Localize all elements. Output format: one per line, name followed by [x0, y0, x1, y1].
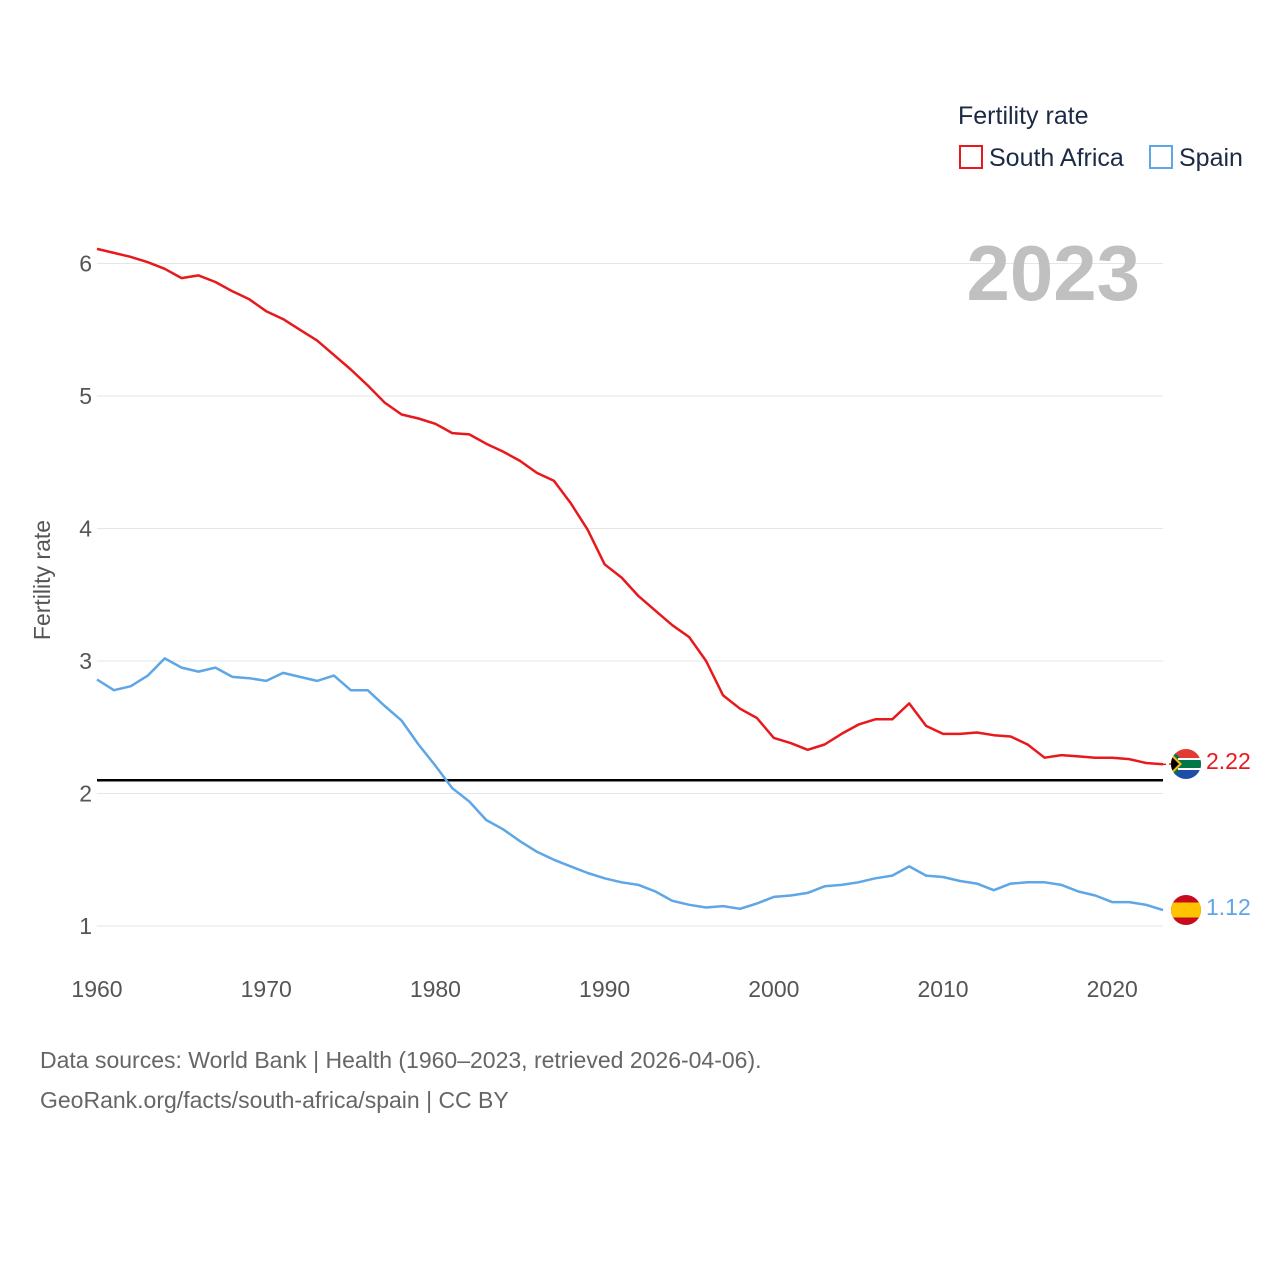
source-note: Data sources: World Bank | Health (1960–…: [40, 1047, 762, 1073]
y-axis-label: Fertility rate: [29, 520, 55, 640]
x-tick-label: 2000: [748, 976, 799, 1002]
x-tick-label: 2010: [917, 976, 968, 1002]
y-tick-label: 6: [79, 251, 92, 277]
x-tick-label: 1990: [579, 976, 630, 1002]
south-africa-flag-icon: [1171, 749, 1201, 779]
x-tick-label: 1970: [241, 976, 292, 1002]
legend-label-south-africa[interactable]: South Africa: [989, 144, 1124, 172]
y-tick-label: 1: [79, 913, 92, 939]
x-tick-label: 1980: [410, 976, 461, 1002]
series-line-south-africa[interactable]: [96, 247, 1164, 766]
legend-swatch-spain[interactable]: [1149, 145, 1173, 169]
end-value-spain: 1.12: [1206, 894, 1251, 920]
gridlines: [97, 263, 1163, 927]
x-tick-label: 1960: [71, 976, 122, 1002]
year-watermark: 2023: [966, 229, 1140, 317]
spain-flag-icon: [1171, 895, 1201, 925]
legend-title: Fertility rate: [958, 102, 1089, 130]
x-axis-ticks: 1960 1970 1980 1990 2000 2010 2020: [71, 976, 1137, 1002]
x-tick-label: 2020: [1087, 976, 1138, 1002]
end-value-south-africa: 2.22: [1206, 748, 1251, 774]
legend-label-spain[interactable]: Spain: [1179, 144, 1243, 172]
y-axis-ticks: 1 2 3 4 5 6: [79, 251, 92, 940]
y-tick-label: 4: [79, 516, 92, 542]
legend: Fertility rate South Africa Spain: [958, 102, 1243, 172]
legend-swatch-south-africa[interactable]: [959, 145, 983, 169]
series-line-spain[interactable]: [96, 657, 1164, 912]
y-tick-label: 2: [79, 781, 92, 807]
y-tick-label: 3: [79, 648, 92, 674]
source-url[interactable]: GeoRank.org/facts/south-africa/spain | C…: [40, 1087, 509, 1113]
y-tick-label: 5: [79, 383, 92, 409]
